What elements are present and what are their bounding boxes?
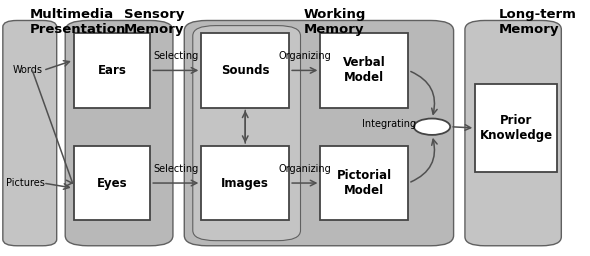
Text: Multimedia
Presentation: Multimedia Presentation (30, 8, 126, 36)
FancyBboxPatch shape (320, 33, 408, 108)
Text: Words: Words (12, 65, 42, 76)
FancyBboxPatch shape (65, 20, 173, 246)
FancyBboxPatch shape (465, 20, 561, 246)
Text: Sensory
Memory: Sensory Memory (123, 8, 184, 36)
Text: Ears: Ears (97, 64, 126, 77)
Text: Working
Memory: Working Memory (303, 8, 366, 36)
FancyBboxPatch shape (74, 146, 150, 220)
FancyBboxPatch shape (74, 33, 150, 108)
Text: Integrating: Integrating (362, 119, 417, 129)
FancyBboxPatch shape (184, 20, 454, 246)
Text: Verbal
Model: Verbal Model (343, 56, 386, 84)
FancyBboxPatch shape (193, 26, 300, 241)
FancyBboxPatch shape (201, 33, 289, 108)
Text: Prior
Knowledge: Prior Knowledge (480, 114, 553, 142)
Text: Images: Images (221, 177, 269, 189)
Text: Organizing: Organizing (278, 164, 331, 174)
Circle shape (414, 119, 450, 135)
FancyBboxPatch shape (475, 84, 558, 172)
FancyBboxPatch shape (201, 146, 289, 220)
Text: Eyes: Eyes (97, 177, 127, 189)
Text: Organizing: Organizing (278, 51, 331, 61)
Text: Long-term
Memory: Long-term Memory (499, 8, 577, 36)
Text: Pictures: Pictures (6, 178, 44, 188)
Text: Selecting: Selecting (153, 164, 198, 174)
FancyBboxPatch shape (3, 20, 57, 246)
Text: Sounds: Sounds (221, 64, 270, 77)
Text: Pictorial
Model: Pictorial Model (337, 169, 392, 197)
FancyBboxPatch shape (320, 146, 408, 220)
Text: Selecting: Selecting (153, 51, 198, 61)
